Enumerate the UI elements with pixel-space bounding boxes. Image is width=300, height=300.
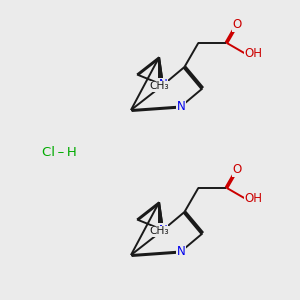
Text: CH₃: CH₃ [149,226,169,236]
Text: N: N [159,224,167,236]
Text: OH: OH [244,192,262,205]
Text: N: N [159,79,167,92]
Text: N: N [177,245,185,258]
Text: OH: OH [244,47,262,60]
Text: CH₃: CH₃ [149,81,169,91]
Text: Cl – H: Cl – H [42,146,77,158]
Text: O: O [232,18,242,31]
Text: N: N [177,100,185,113]
Text: O: O [232,163,242,176]
